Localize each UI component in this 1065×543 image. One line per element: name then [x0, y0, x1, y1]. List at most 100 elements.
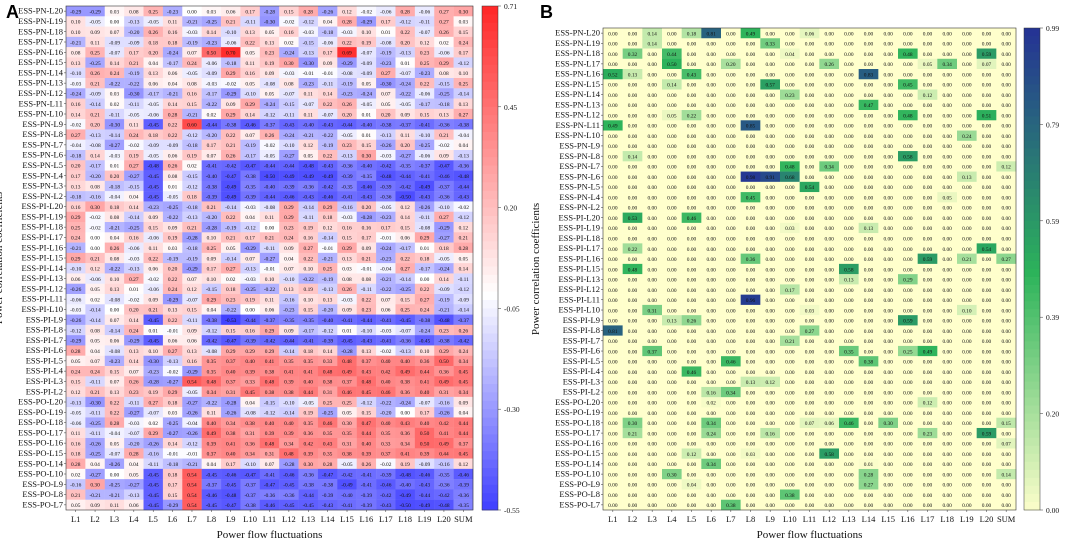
b-cell — [760, 489, 781, 500]
a-cell — [143, 88, 164, 99]
b-cell-label: 0.00 — [726, 380, 736, 386]
b-cell — [839, 212, 859, 224]
b-cell-label: 0.00 — [785, 390, 795, 396]
b-cell-label: 0.00 — [628, 113, 638, 119]
a-cell — [259, 119, 280, 130]
b-cell — [878, 151, 899, 162]
b-cell-label: 0.00 — [942, 103, 952, 109]
a-colorbar-frame — [481, 5, 499, 511]
a-cell — [182, 150, 202, 161]
b-cell-label: 0.00 — [883, 339, 893, 345]
a-cell — [279, 47, 299, 58]
a-cell — [279, 119, 299, 130]
a-cell — [356, 98, 377, 110]
a-cell-label: -0.07 — [400, 328, 412, 334]
a-colorbar-segment — [482, 48, 498, 57]
a-cell — [279, 6, 299, 17]
a-cell — [143, 263, 164, 274]
a-cell — [221, 129, 241, 140]
a-cell-label: 0.35 — [323, 431, 333, 437]
b-cell — [976, 417, 997, 429]
a-cell-label: 0.48 — [323, 369, 333, 375]
b-cell — [603, 294, 623, 306]
a-cell-label: 0.18 — [168, 472, 178, 478]
b-cell-label: 0.00 — [706, 175, 716, 181]
a-cell — [414, 26, 435, 38]
b-cell-label: 0.00 — [982, 278, 992, 284]
b-cell — [819, 366, 840, 377]
b-cell-label: 0.00 — [824, 31, 834, 37]
a-cell-label: -0.40 — [361, 164, 373, 170]
a-cell — [395, 129, 416, 140]
a-cell-label: -0.01 — [380, 236, 392, 242]
b-cell — [721, 315, 741, 326]
a-cell-label: -0.12 — [458, 215, 470, 221]
b-cell — [917, 356, 938, 367]
a-cell-label: -0.01 — [186, 452, 198, 458]
a-cell-label: 0.22 — [420, 81, 430, 87]
a-cell — [201, 386, 222, 398]
a-cell-label: -0.42 — [458, 339, 470, 345]
b-cell-label: 0.00 — [647, 165, 657, 171]
a-cell — [221, 16, 241, 27]
a-cell-label: -0.13 — [128, 20, 140, 26]
a-cell-label: -0.23 — [148, 205, 160, 211]
a-cell-label: -0.21 — [109, 225, 121, 231]
a-cell — [240, 47, 261, 58]
b-cell — [721, 222, 741, 234]
b-cell — [937, 69, 958, 80]
b-cell-label: 0.34 — [942, 62, 952, 68]
a-cell-label: -0.46 — [438, 174, 450, 180]
a-cell-label: -0.07 — [109, 452, 121, 458]
a-cell — [376, 47, 396, 58]
a-cell — [395, 47, 416, 58]
b-cell — [976, 110, 997, 121]
a-cell — [85, 16, 105, 27]
b-cell — [898, 335, 918, 347]
b-cell — [681, 130, 702, 142]
b-cell-label: 0.00 — [824, 113, 834, 119]
a-cell — [376, 345, 396, 356]
b-cell — [721, 479, 741, 490]
a-cell-label: 0.01 — [148, 328, 158, 334]
b-cell — [878, 140, 899, 152]
a-cell — [376, 201, 396, 212]
b-cell-label: 0.47 — [864, 103, 874, 109]
a-cell-label: -0.10 — [361, 328, 373, 334]
a-cell-label: 0.38 — [245, 421, 255, 427]
a-cell — [85, 417, 105, 428]
a-cell-label: -0.11 — [458, 277, 469, 283]
a-cell — [337, 355, 357, 367]
b-cell-label: 0.43 — [687, 72, 697, 78]
a-cell-label: -0.12 — [245, 225, 257, 231]
a-cell — [240, 314, 261, 326]
b-cell-label: 0.00 — [1001, 483, 1011, 489]
a-cell — [240, 417, 261, 428]
b-col-label: L14 — [862, 514, 876, 524]
a-cell-label: -0.42 — [341, 472, 353, 478]
b-cell — [839, 99, 859, 111]
b-cell — [721, 407, 741, 418]
b-cell-label: 0.00 — [647, 134, 657, 140]
a-cell — [434, 78, 454, 89]
a-cell — [162, 36, 183, 48]
b-cell-label: 0.00 — [608, 442, 618, 448]
a-cell-label: -0.06 — [148, 287, 160, 293]
a-cell-label: 0.19 — [265, 61, 275, 67]
b-cell-label: 0.06 — [824, 421, 834, 427]
b-cell — [957, 110, 977, 121]
a-cell — [240, 252, 261, 264]
a-row-label: ESS-PO-L16 — [18, 438, 63, 448]
a-colorbar-tick-label: -0.55 — [504, 506, 520, 515]
a-cell — [143, 191, 164, 202]
a-cell — [279, 88, 299, 99]
a-cell — [221, 335, 241, 346]
b-cell-label: 0.00 — [706, 349, 716, 355]
b-cell-label: 0.00 — [706, 226, 716, 232]
a-cell-label: 0.40 — [226, 369, 236, 375]
a-cell — [298, 242, 319, 254]
a-cell-label: -0.18 — [186, 205, 198, 211]
b-cell-label: 0.00 — [687, 154, 697, 160]
b-cell — [937, 407, 958, 418]
